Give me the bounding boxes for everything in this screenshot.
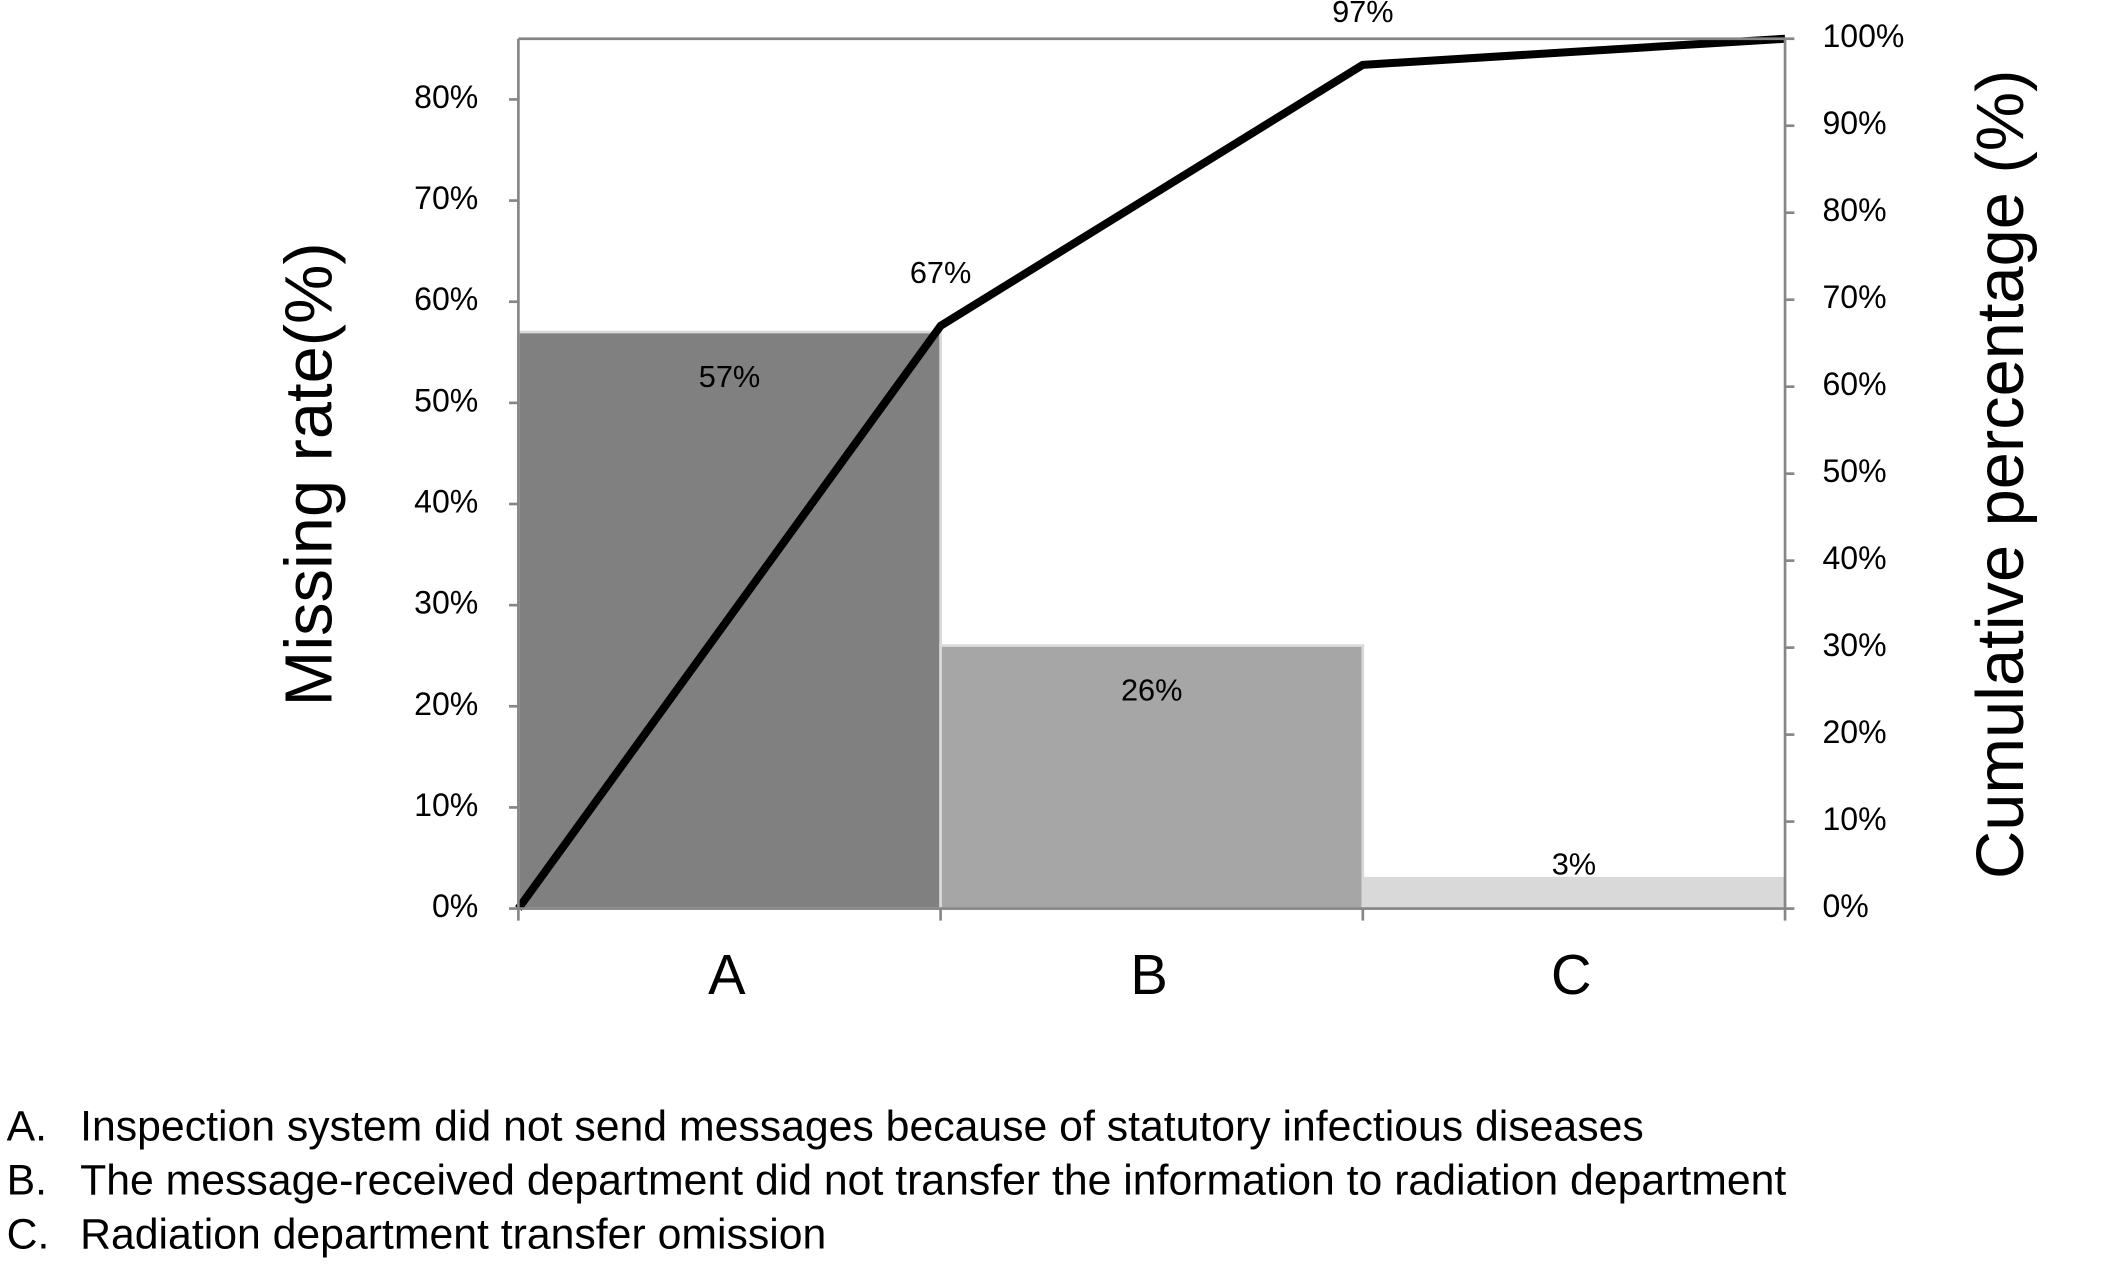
- y-tick-label: 20%: [414, 686, 478, 722]
- x-tick-label: C: [1551, 943, 1592, 1006]
- y2-tick-label: 90%: [1822, 105, 1886, 141]
- y-tick-label: 70%: [414, 180, 478, 216]
- note-text: Radiation department transfer omission: [80, 1211, 826, 1259]
- x-tick-label: B: [1130, 943, 1167, 1006]
- y-tick-label: 40%: [414, 483, 478, 519]
- data-label: 26%: [1121, 672, 1182, 707]
- y2-tick-label: 70%: [1822, 279, 1886, 315]
- y2-tick-label: 50%: [1822, 453, 1886, 489]
- y2-tick-label: 30%: [1822, 627, 1886, 663]
- y-tick-label: 50%: [414, 382, 478, 418]
- y-tick-label: 80%: [414, 79, 478, 115]
- y2-tick-label: 40%: [1822, 540, 1886, 576]
- y-tick-label: 10%: [414, 787, 478, 823]
- y2-tick-label: 10%: [1822, 801, 1886, 837]
- y2-tick-label: 60%: [1822, 366, 1886, 402]
- y2-tick-label: 80%: [1822, 192, 1886, 228]
- note-letter: B.: [7, 1156, 47, 1204]
- y2-tick-label: 100%: [1822, 18, 1904, 54]
- y-axis-title: Missing rate(%): [273, 242, 347, 706]
- line: [515, 34, 1786, 911]
- note-text: Inspection system did not send messages …: [80, 1102, 1644, 1150]
- note-letter: C.: [7, 1211, 50, 1259]
- note-letter: A.: [7, 1102, 47, 1150]
- bar: [939, 644, 1365, 910]
- bar: [1361, 876, 1787, 910]
- data-label: 67%: [910, 255, 971, 290]
- y-tick-label: 60%: [414, 281, 478, 317]
- y2-tick-label: 0%: [1822, 888, 1868, 924]
- data-label: 97%: [1332, 0, 1393, 29]
- y2-axis-title: Cumulative percentage (%): [1964, 70, 2038, 879]
- y-tick-label: 0%: [432, 888, 478, 924]
- note-text: The message-received department did not …: [80, 1156, 1786, 1204]
- y2-tick-label: 20%: [1822, 714, 1886, 750]
- data-label: 3%: [1552, 846, 1596, 881]
- y-tick-label: 30%: [414, 585, 478, 621]
- x-tick-label: A: [708, 943, 746, 1006]
- data-label: 57%: [699, 359, 760, 394]
